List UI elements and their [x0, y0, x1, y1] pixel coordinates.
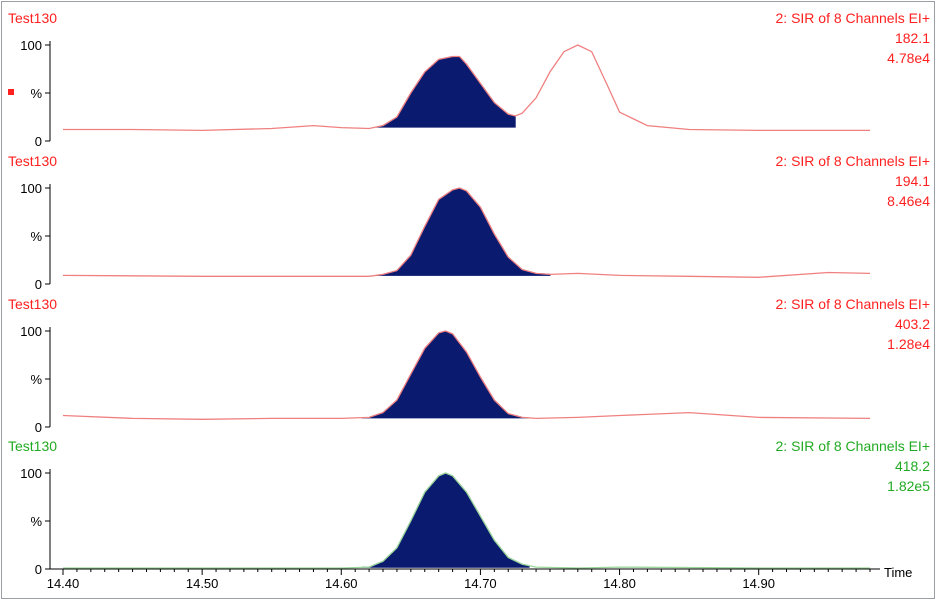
panel2-integrated-peak	[376, 187, 551, 276]
x-tick-label: 14.70	[464, 576, 497, 591]
panel3-y-label-percent: %	[30, 372, 42, 387]
x-tick-label: 14.60	[325, 576, 358, 591]
panel1-y-label-0: 0	[35, 134, 42, 149]
panel4-y-label-0: 0	[35, 562, 42, 577]
panel1-trace-line	[63, 44, 870, 132]
panel2-mass-label: 194.1	[895, 173, 930, 189]
panel2-trace-line	[62, 187, 871, 278]
panel3-y-label-0: 0	[35, 420, 42, 435]
panel3-intensity-label: 1.28e4	[887, 336, 930, 352]
x-tick-label: 14.50	[186, 576, 219, 591]
panel4-sample-label: Test130	[8, 438, 57, 454]
panel1-sample-label: Test130	[8, 10, 57, 26]
panel2-y-label-0: 0	[35, 277, 42, 292]
panel4-y-label-percent: %	[30, 514, 42, 529]
x-tick-label: 14.80	[603, 576, 636, 591]
panel3-mass-label: 403.2	[895, 316, 930, 332]
panel3-trace-line	[62, 330, 871, 420]
panel2-function-label: 2: SIR of 8 Channels EI+	[776, 153, 930, 169]
panel4-intensity-label: 1.82e5	[887, 478, 930, 494]
x-axis-label: Time	[884, 565, 912, 580]
panel4-y-label-100: 100	[20, 466, 42, 481]
panel4-trace-line	[63, 472, 870, 569]
panel1-function-label: 2: SIR of 8 Channels EI+	[776, 10, 930, 26]
x-tick-label: 14.40	[47, 576, 80, 591]
x-tick-label: 14.90	[742, 576, 775, 591]
panel4-mass-label: 418.2	[895, 458, 930, 474]
panel3-sample-label: Test130	[8, 296, 57, 312]
panel2-y-label-100: 100	[20, 181, 42, 196]
panel2-sample-label: Test130	[8, 153, 57, 169]
panel3-y-label-100: 100	[20, 324, 42, 339]
panel1-y-label-percent: %	[30, 86, 42, 101]
panel2-y-label-percent: %	[30, 229, 42, 244]
panel3-function-label: 2: SIR of 8 Channels EI+	[776, 296, 930, 312]
panel4-function-label: 2: SIR of 8 Channels EI+	[776, 438, 930, 454]
panel1-y-label-100: 100	[20, 38, 42, 53]
panel3-integrated-peak	[361, 330, 530, 419]
panel1-marker	[8, 89, 14, 95]
panel1-intensity-label: 4.78e4	[887, 50, 930, 66]
panel1-mass-label: 182.1	[895, 30, 930, 46]
panel2-intensity-label: 8.46e4	[887, 193, 930, 209]
